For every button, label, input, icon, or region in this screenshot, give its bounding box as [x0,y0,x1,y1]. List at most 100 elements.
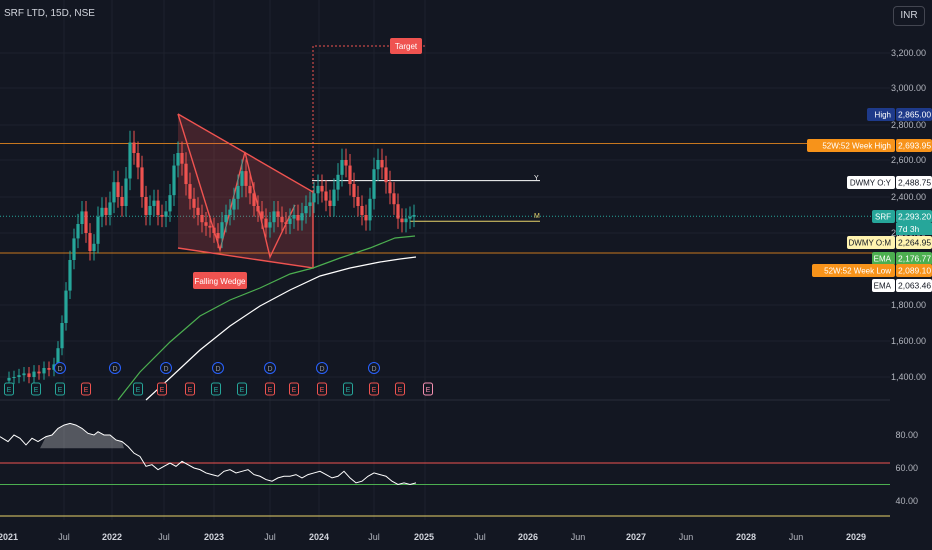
candle-body [84,211,88,233]
candle-body [364,215,368,221]
candle-body [280,216,284,223]
candle-body [52,364,56,370]
candle-body [156,200,160,215]
candle-body [42,368,46,374]
candle-body [176,153,180,166]
candle-body [268,222,272,228]
candle-body [104,207,108,215]
badge-label-bg [872,279,895,292]
candle-body [288,218,292,224]
dividend-marker [160,362,172,374]
candle-body [272,211,276,223]
candle-body [304,206,308,214]
event-markers: D D D D D D D E E E E E E E E E E E E E E E E [4,362,433,396]
candle-body [120,197,124,206]
time-tick-label: Jun [571,532,586,542]
badge-label-bg [812,264,895,277]
dividend-marker [316,362,328,374]
candle-body [328,200,332,206]
price-tick-label: 2,400.00 [891,192,926,202]
earnings-marker [289,382,299,396]
pattern-label-bg [193,272,247,289]
candle-body [340,160,344,175]
badge-label-bg [867,108,895,121]
candle-body [96,216,100,244]
badge-label: 52W:52 Week High [822,142,891,151]
earnings-marker-label: E [398,387,403,394]
time-tick-label: 2027 [626,532,646,542]
dividend-marker-label: D [319,366,324,373]
candle-body [372,169,376,199]
candle-body [216,233,220,239]
dividend-marker [109,362,121,374]
candle-body [356,197,360,206]
candle-body [128,142,132,179]
candle-body [392,193,396,205]
badge-value-bg [896,279,932,292]
target-projection [312,45,425,268]
time-tick-label: 2029 [846,532,866,542]
candle-body [180,153,184,164]
time-tick-label: Jun [679,532,694,542]
candle-body [208,225,212,228]
badge-label: 52W:52 Week Low [824,267,891,276]
currency-button[interactable]: INR [893,6,925,26]
candle-body [248,185,252,194]
candle-body [108,202,112,215]
dividend-marker-label: D [112,366,117,373]
rsi-line [0,422,417,486]
dividend-marker [368,362,380,374]
candle-body [80,211,84,224]
candle-body [188,184,192,199]
ema-slow-line [145,256,417,401]
earnings-marker [343,382,353,396]
badge-value: 2,488.75 [898,178,931,188]
badge-label-bg [872,210,895,223]
candle-body [32,371,36,377]
earnings-marker-label: E [346,387,351,394]
badge-label: EMA [874,282,892,291]
badge-value-bg [896,210,932,223]
time-tick-label: Jul [264,532,276,542]
candle-body [160,215,164,217]
candle-body [232,198,236,210]
candle-body [17,375,21,377]
candle-body [300,213,304,221]
earnings-marker-label: E [268,387,273,394]
candle-body [112,182,116,203]
earnings-marker [4,382,14,396]
earnings-marker [317,382,327,396]
grid-lines [0,0,890,520]
earnings-marker [211,382,221,396]
earnings-marker [157,382,167,396]
candlestick-series [7,130,416,387]
candle-body [352,184,356,197]
earnings-marker-label: E [372,387,377,394]
candle-body [308,202,312,206]
candle-body [184,163,188,185]
candle-body [148,206,152,215]
time-tick-label: 2028 [736,532,756,542]
candle-body [320,185,324,192]
rsi-tick-label: 80.00 [895,430,918,440]
candle-body [380,160,384,168]
badge-value: 2,089.10 [898,266,931,276]
price-tick-label: 3,000.00 [891,83,926,93]
candle-body [88,233,92,251]
candle-body [296,215,300,221]
badge-value-bg [896,252,932,265]
target-label: Target [395,42,418,51]
price-tick-label: 1,400.00 [891,372,926,382]
badge-value: 2,693.95 [898,141,931,151]
earnings-marker [55,382,65,396]
earnings-marker-label: E [136,387,141,394]
candle-body [136,153,140,168]
badge-value: 2,264.95 [898,238,931,248]
earnings-marker-label: E [34,387,39,394]
earnings-marker [31,382,41,396]
candle-body [312,193,316,203]
candle-body [224,215,228,223]
rsi-overbought-fill [40,423,124,449]
price-levels: Y M Target [0,38,890,268]
